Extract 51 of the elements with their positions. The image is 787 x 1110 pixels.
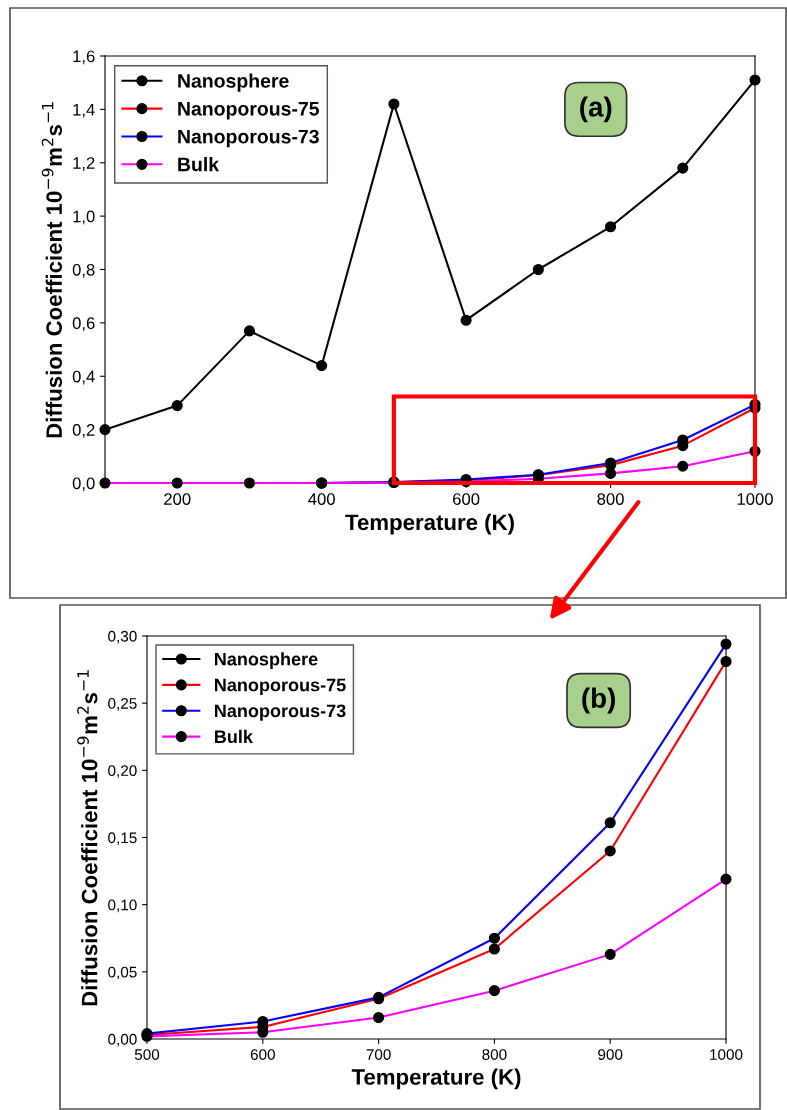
- annotation: (b): [582, 687, 615, 714]
- y-axis-title: Diffusion Coefficient 10$^{−9}$m$^{2}$s$^{−1}$: [41, 102, 62, 438]
- point: [749, 74, 761, 86]
- x-tick-label: 900: [598, 1049, 623, 1060]
- legend-label: Nanoporous-75: [215, 678, 346, 695]
- y-tick-label: 0,0: [72, 477, 95, 492]
- point: [460, 314, 472, 326]
- y-tick-label: 1,2: [73, 157, 95, 171]
- legend-label: Nanosphere: [215, 652, 318, 670]
- y-tick-label: 0,8: [72, 263, 95, 278]
- y-tick-label: 0,4: [72, 370, 95, 385]
- legend-label: Nanoporous-73: [178, 129, 319, 148]
- point: [99, 424, 111, 436]
- point: [243, 325, 256, 337]
- point: [388, 98, 400, 110]
- y-tick-label: 0,05: [108, 966, 137, 980]
- y-tick-label: 1,6: [73, 50, 95, 65]
- y-tick-label: 0,30: [108, 630, 137, 644]
- x-tick-label: 400: [308, 493, 335, 505]
- y-tick-label: 0,2: [72, 424, 95, 438]
- x-tick-label: 200: [164, 493, 191, 505]
- point: [604, 221, 617, 233]
- x-tick-label: 1000: [737, 493, 773, 505]
- y-tick-label: 0,15: [108, 832, 137, 845]
- y-tick-label: 0,25: [108, 698, 137, 711]
- x-tick-label: 700: [366, 1049, 391, 1060]
- y-tick-label: 1,0: [73, 210, 95, 225]
- point: [316, 360, 328, 372]
- annotation: (a): [580, 96, 612, 123]
- point: [171, 400, 183, 412]
- y-tick-label: 0,20: [108, 765, 137, 778]
- x-tick-label: 600: [250, 1049, 275, 1060]
- y-tick-label: 0,6: [72, 317, 95, 332]
- x-tick-label: 600: [453, 493, 480, 505]
- point: [532, 263, 544, 276]
- legend-label: Nanoporous-73: [215, 704, 346, 721]
- x-tick-label: 800: [482, 1049, 507, 1060]
- y-tick-label: 1,4: [73, 103, 95, 118]
- legend-label: Bulk: [215, 729, 253, 744]
- point: [677, 162, 689, 174]
- legend-label: Nanoporous-75: [178, 102, 320, 120]
- legend-label: Nanosphere: [178, 73, 289, 92]
- y-tick-label: 0,00: [108, 1033, 137, 1047]
- x-tick-label: 800: [597, 493, 624, 505]
- x-axis-title: Temperature (K): [345, 513, 514, 535]
- x-tick-label: 500: [134, 1049, 160, 1060]
- y-tick-label: 0,10: [108, 899, 137, 913]
- legend-label: Bulk: [178, 157, 220, 172]
- x-tick-label: 1000: [710, 1049, 743, 1060]
- x-axis-title: Temperature (K): [351, 1068, 521, 1090]
- y-axis-title: Diffusion Coefficient 10$^{−9}$m$^{2}$s$^{−1}$: [77, 670, 98, 1006]
